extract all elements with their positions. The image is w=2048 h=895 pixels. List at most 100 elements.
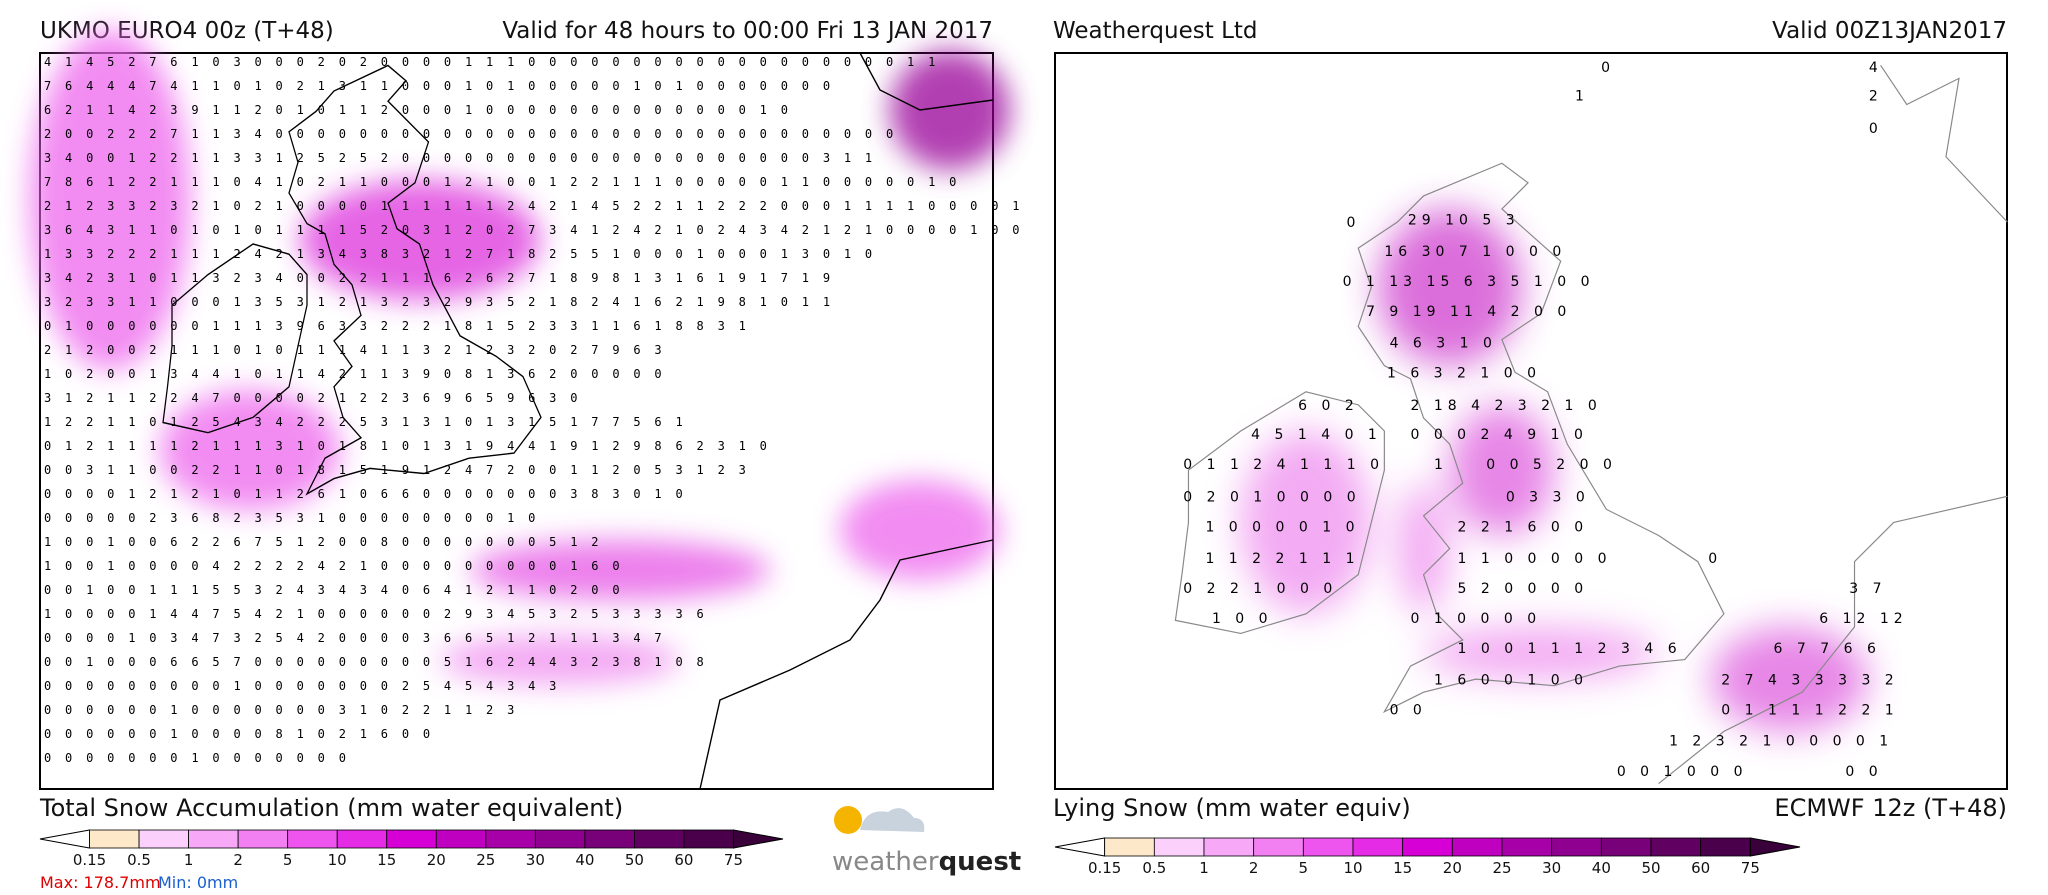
- snow-label: 1 6 0 0 1 0 0: [1434, 672, 1588, 688]
- snow-label: 1 0 0: [1212, 611, 1273, 627]
- snow-label: 2 7 4 3 3 3 3 2: [1721, 672, 1898, 688]
- snow-label: 1 0 0 0 0 1 0: [1205, 520, 1359, 536]
- grid-row: 1 0 2 0 0 1 3 4 4 1 0 1 1 4 2 1 1 3 9 0 …: [44, 367, 665, 381]
- colorbar-arrow: [1749, 837, 1801, 857]
- colorbar-label: 40: [1592, 859, 1611, 877]
- colorbar-label: 50: [1641, 859, 1660, 877]
- snow-label: 1 2 3 2 1 0 0 0 0 1: [1669, 734, 1893, 750]
- colorbar-label: 30: [1542, 859, 1561, 877]
- snow-label: 4 6 3 1 0: [1390, 335, 1497, 351]
- colorbar-bin: [534, 829, 586, 849]
- snow-label: 1 1 0 0 0 0 0: [1457, 551, 1611, 567]
- grid-row: 2 1 2 0 0 2 1 1 1 0 1 0 1 1 1 4 1 1 3 2 …: [44, 343, 665, 357]
- snow-label: 4 5 1 4 0 1: [1251, 427, 1382, 443]
- colorbar-label: 30: [526, 851, 545, 869]
- colorbar-label: 1: [184, 851, 194, 869]
- grid-row: 3 6 4 3 1 1 0 1 0 1 0 1 1 1 1 5 2 0 3 1 …: [44, 223, 1023, 237]
- snow-label: 0 2 2 1 0 0 0: [1183, 581, 1337, 597]
- colorbar-label: 25: [1492, 859, 1511, 877]
- snow-label: 0 1 13 15 6 3 5 1 0 0: [1343, 274, 1595, 290]
- snow-label: 0 1 0 0 0 0: [1410, 611, 1541, 627]
- colorbar-bin: [1551, 837, 1602, 857]
- colorbar-bin: [1700, 837, 1751, 857]
- grid-row: 0 0 0 0 0 0 1 0 0 0 0 8 1 0 2 1 6 0 0: [44, 727, 433, 741]
- colorbar-label: 50: [625, 851, 644, 869]
- colorbar: 0.15 0.5 1 2 5 10 15 20 25 30 40 50 60 75: [39, 829, 784, 869]
- snow-label: 6 12 12: [1819, 611, 1907, 627]
- left-valid: Valid for 48 hours to 00:00 Fri 13 JAN 2…: [502, 18, 993, 44]
- colorbar-label: 20: [427, 851, 446, 869]
- grid-row: 0 0 3 1 1 0 0 2 2 1 1 0 1 8 1 5 1 9 1 2 …: [44, 463, 749, 477]
- grid-row: 6 2 1 1 4 2 3 9 1 1 2 0 1 0 1 1 2 0 0 0 …: [44, 103, 791, 117]
- snow-label: 0 1 1 1 1 2 2 1: [1721, 702, 1898, 718]
- snow-label: 0 0 5 2 0 0: [1486, 457, 1617, 473]
- colorbar-bin: [386, 829, 437, 849]
- snow-label: 0 0 1 0 0 0: [1617, 764, 1748, 780]
- snow-label: 1: [1434, 457, 1448, 473]
- snow-label: 0: [1708, 551, 1722, 567]
- colorbar-bin: [336, 829, 388, 849]
- grid-row: 4 1 4 5 2 7 6 1 0 3 0 0 0 2 0 2 0 0 0 0 …: [44, 55, 939, 69]
- snow-label: 1 6 3 2 1 0 0: [1387, 365, 1541, 381]
- colorbar-label: 75: [724, 851, 743, 869]
- colorbar-label: 5: [1299, 859, 1309, 877]
- colorbar-bin: [287, 829, 338, 849]
- colorbar-bin: [485, 829, 536, 849]
- colorbar-arrow: [39, 829, 91, 849]
- grid-row: 0 0 0 0 0 0 0 1 0 0 0 0 0 0 0: [44, 751, 349, 765]
- grid-row: 1 0 0 1 0 0 6 2 2 6 7 5 1 2 0 0 8 0 0 0 …: [44, 535, 602, 549]
- min-label: Min: 0mm: [158, 873, 238, 892]
- colorbar-bin: [435, 829, 487, 849]
- grid-row: 0 0 0 0 1 0 3 4 7 3 2 5 4 2 0 0 0 0 3 6 …: [44, 631, 665, 645]
- snow-label: 7 9 19 11 4 2 0 0: [1366, 304, 1571, 320]
- colorbar-label: 20: [1443, 859, 1462, 877]
- snow-label: 0 0 0 2 4 9 1 0: [1410, 427, 1587, 443]
- grid-row: 3 4 2 3 1 0 1 1 3 2 3 4 0 0 2 2 1 1 1 6 …: [44, 271, 833, 285]
- colorbar-bin: [1650, 837, 1702, 857]
- colorbar-bin: [1402, 837, 1453, 857]
- snow-label: 0 0: [1390, 702, 1427, 718]
- colorbar-label: 2: [233, 851, 243, 869]
- colorbar-bin: [683, 829, 734, 849]
- grid-row: 3 2 3 3 1 1 0 0 0 1 3 5 3 1 2 1 3 2 3 2 …: [44, 295, 833, 309]
- grid-row: 2 0 0 2 2 2 7 1 1 3 4 0 0 0 0 0 0 0 0 0 …: [44, 127, 897, 141]
- colorbar-label: 60: [674, 851, 693, 869]
- colorbar-bin: [1451, 837, 1503, 857]
- grid-row: 1 0 0 0 0 1 4 4 7 5 4 2 1 0 0 0 0 0 0 2 …: [44, 607, 707, 621]
- snow-label: 0 0: [1845, 764, 1882, 780]
- snow-label: 3 7: [1849, 581, 1886, 597]
- snow-label: 0 2 0 1 0 0 0 0: [1183, 490, 1360, 506]
- snow-label: 2: [1869, 89, 1883, 105]
- snow-label: 1: [1575, 89, 1589, 105]
- snow-label: 6 7 7 6 6: [1774, 641, 1881, 657]
- snow-label: 29 10 5 3: [1408, 213, 1520, 229]
- snow-label: 4: [1869, 60, 1883, 76]
- snow-label: 0 3 3 0: [1506, 490, 1590, 506]
- max-label: Max: 178.7mm: [40, 873, 161, 892]
- colorbar-label: 40: [575, 851, 594, 869]
- snow-label: 1 0 0 1 1 1 2 3 4 6: [1457, 641, 1681, 657]
- right-caption: Lying Snow (mm water equiv): [1053, 794, 1411, 822]
- colorbar-bin: [188, 829, 239, 849]
- grid-row: 3 4 0 0 1 2 2 1 1 3 3 1 2 5 2 5 2 0 0 0 …: [44, 151, 875, 165]
- colorbar-label: 25: [476, 851, 495, 869]
- grid-row: 0 0 1 0 0 1 1 1 5 5 3 2 4 3 4 3 4 0 6 4 …: [44, 583, 623, 597]
- logo: weatherquest: [832, 806, 1021, 877]
- colorbar-arrow: [1054, 837, 1106, 857]
- grid-row: 0 0 0 0 0 2 3 6 8 2 3 5 3 1 0 0 0 0 0 0 …: [44, 511, 539, 525]
- snow-label: 0: [1601, 60, 1615, 76]
- snow-label: 6 0 2: [1298, 398, 1359, 414]
- grid-row: 0 0 0 0 0 0 1 0 0 0 0 0 0 0 3 1 0 2 2 1 …: [44, 703, 518, 717]
- colorbar-label: 10: [1343, 859, 1362, 877]
- colorbar-bin: [1203, 837, 1255, 857]
- grid-row: 7 8 6 1 2 2 1 1 1 0 4 1 0 2 1 1 0 0 0 1 …: [44, 175, 960, 189]
- right-title: Weatherquest Ltd: [1053, 18, 1258, 44]
- logo-quest: quest: [939, 847, 1022, 877]
- colorbar-bin: [138, 829, 189, 849]
- colorbar-bin: [1501, 837, 1553, 857]
- snow-label: 5 2 0 0 0 0: [1457, 581, 1588, 597]
- colorbar-label: 75: [1741, 859, 1760, 877]
